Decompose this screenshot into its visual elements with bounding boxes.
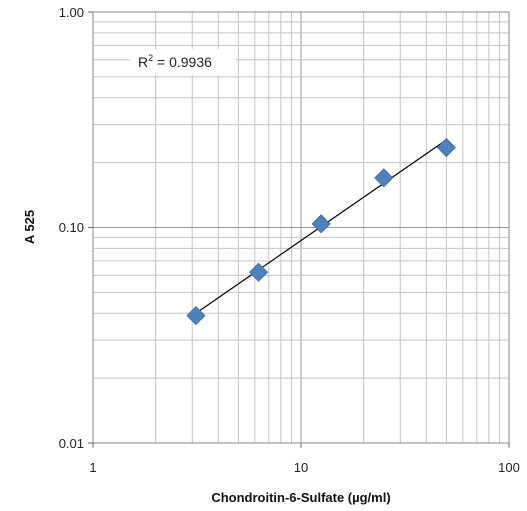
r-squared-value: = 0.9936 [153, 54, 212, 70]
data-points [186, 137, 456, 326]
x-axis-title: Chondroitin-6-Sulfate (µg/ml) [211, 490, 390, 505]
data-point [248, 262, 269, 282]
axes [88, 11, 510, 448]
r-squared-annotation: R2 = 0.9936 [138, 53, 212, 70]
y-tick-label-1: 1.00 [59, 5, 84, 20]
r-squared-prefix: R [138, 54, 148, 70]
data-point [374, 168, 394, 188]
data-point [186, 306, 206, 326]
data-point [436, 137, 456, 158]
r-squared-superscript: 2 [148, 53, 153, 63]
y-axis-title: A 525 [22, 210, 37, 244]
x-tick-label-2: 10 [294, 460, 308, 475]
data-point [311, 214, 331, 234]
y-tick-label-3: 0.01 [59, 436, 84, 451]
grid-lines [92, 12, 509, 444]
r-squared-box [130, 49, 236, 75]
x-tick-label-3: 100 [498, 460, 520, 475]
y-tick-label-2: 0.10 [59, 220, 84, 235]
x-tick-label-1: 1 [89, 460, 96, 475]
